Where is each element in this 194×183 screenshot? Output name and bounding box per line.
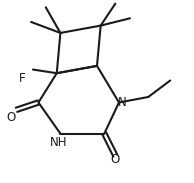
Text: F: F <box>19 72 25 85</box>
Text: O: O <box>6 111 16 124</box>
Text: N: N <box>118 96 127 109</box>
Text: O: O <box>111 153 120 166</box>
Text: NH: NH <box>50 136 67 149</box>
